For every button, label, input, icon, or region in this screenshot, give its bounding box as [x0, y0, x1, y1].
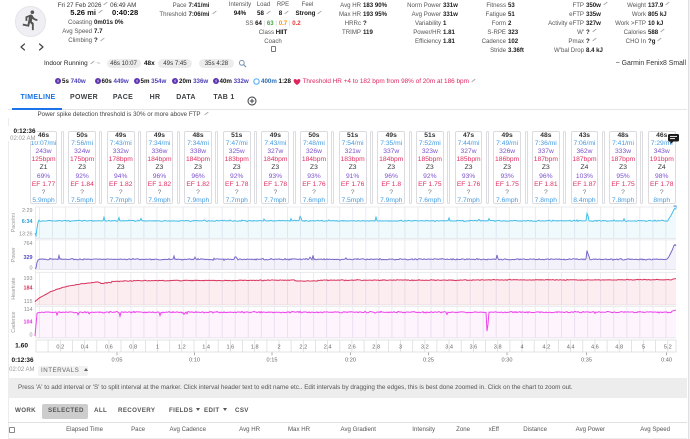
svg-text:193: 193 [24, 276, 33, 282]
svg-text:0.2: 0.2 [56, 344, 64, 350]
svg-text:0.8: 0.8 [129, 344, 137, 350]
svg-text:0: 0 [30, 266, 33, 272]
svg-text:2.2: 2.2 [299, 344, 307, 350]
svg-text:0.4: 0.4 [81, 344, 89, 350]
svg-text:6:34: 6:34 [22, 219, 33, 225]
svg-text:3: 3 [399, 344, 402, 350]
svg-text:13:26: 13:26 [19, 232, 33, 238]
svg-text:329: 329 [24, 255, 33, 261]
svg-text:0: 0 [30, 333, 33, 339]
svg-text:2.6: 2.6 [348, 344, 356, 350]
svg-text:0:20: 0:20 [345, 358, 356, 364]
svg-text:1.60: 1.60 [15, 343, 28, 350]
svg-text:1: 1 [156, 344, 159, 350]
svg-text:4.6: 4.6 [591, 344, 599, 350]
svg-text:0:05: 0:05 [112, 358, 123, 364]
svg-text:764: 764 [24, 241, 33, 247]
svg-text:114: 114 [24, 307, 33, 313]
svg-text:4.2: 4.2 [542, 344, 550, 350]
svg-text:115: 115 [24, 299, 33, 305]
svg-text:0:40: 0:40 [661, 358, 672, 364]
svg-text:4.8: 4.8 [615, 344, 623, 350]
svg-text:1.6: 1.6 [227, 344, 235, 350]
svg-text:3.2: 3.2 [421, 344, 429, 350]
svg-text:Cadence: Cadence [11, 311, 17, 332]
svg-text:2: 2 [277, 344, 280, 350]
svg-text:2:29: 2:29 [22, 208, 33, 214]
svg-text:Heartrate: Heartrate [11, 278, 17, 300]
svg-text:0.6: 0.6 [105, 344, 113, 350]
svg-text:3.6: 3.6 [470, 344, 478, 350]
svg-text:0:25: 0:25 [423, 358, 434, 364]
svg-text:5.2: 5.2 [664, 344, 672, 350]
svg-text:4.4: 4.4 [567, 344, 575, 350]
svg-text:104: 104 [24, 320, 33, 326]
svg-text:4: 4 [520, 344, 523, 350]
svg-text:1.4: 1.4 [202, 344, 210, 350]
svg-text:0:35: 0:35 [581, 358, 592, 364]
svg-text:0:30: 0:30 [502, 358, 513, 364]
svg-text:0:15: 0:15 [267, 358, 278, 364]
svg-text:2.8: 2.8 [372, 344, 380, 350]
svg-text:Pace/mi: Pace/mi [11, 213, 17, 232]
svg-text:3.8: 3.8 [494, 344, 502, 350]
svg-text:3.4: 3.4 [445, 344, 453, 350]
svg-text:1.8: 1.8 [251, 344, 259, 350]
svg-text:184: 184 [24, 286, 33, 292]
svg-text:0:10: 0:10 [189, 358, 200, 364]
svg-text:Power: Power [11, 247, 17, 262]
svg-text:1.2: 1.2 [178, 344, 186, 350]
svg-text:2.4: 2.4 [324, 344, 332, 350]
svg-text:5: 5 [642, 344, 645, 350]
